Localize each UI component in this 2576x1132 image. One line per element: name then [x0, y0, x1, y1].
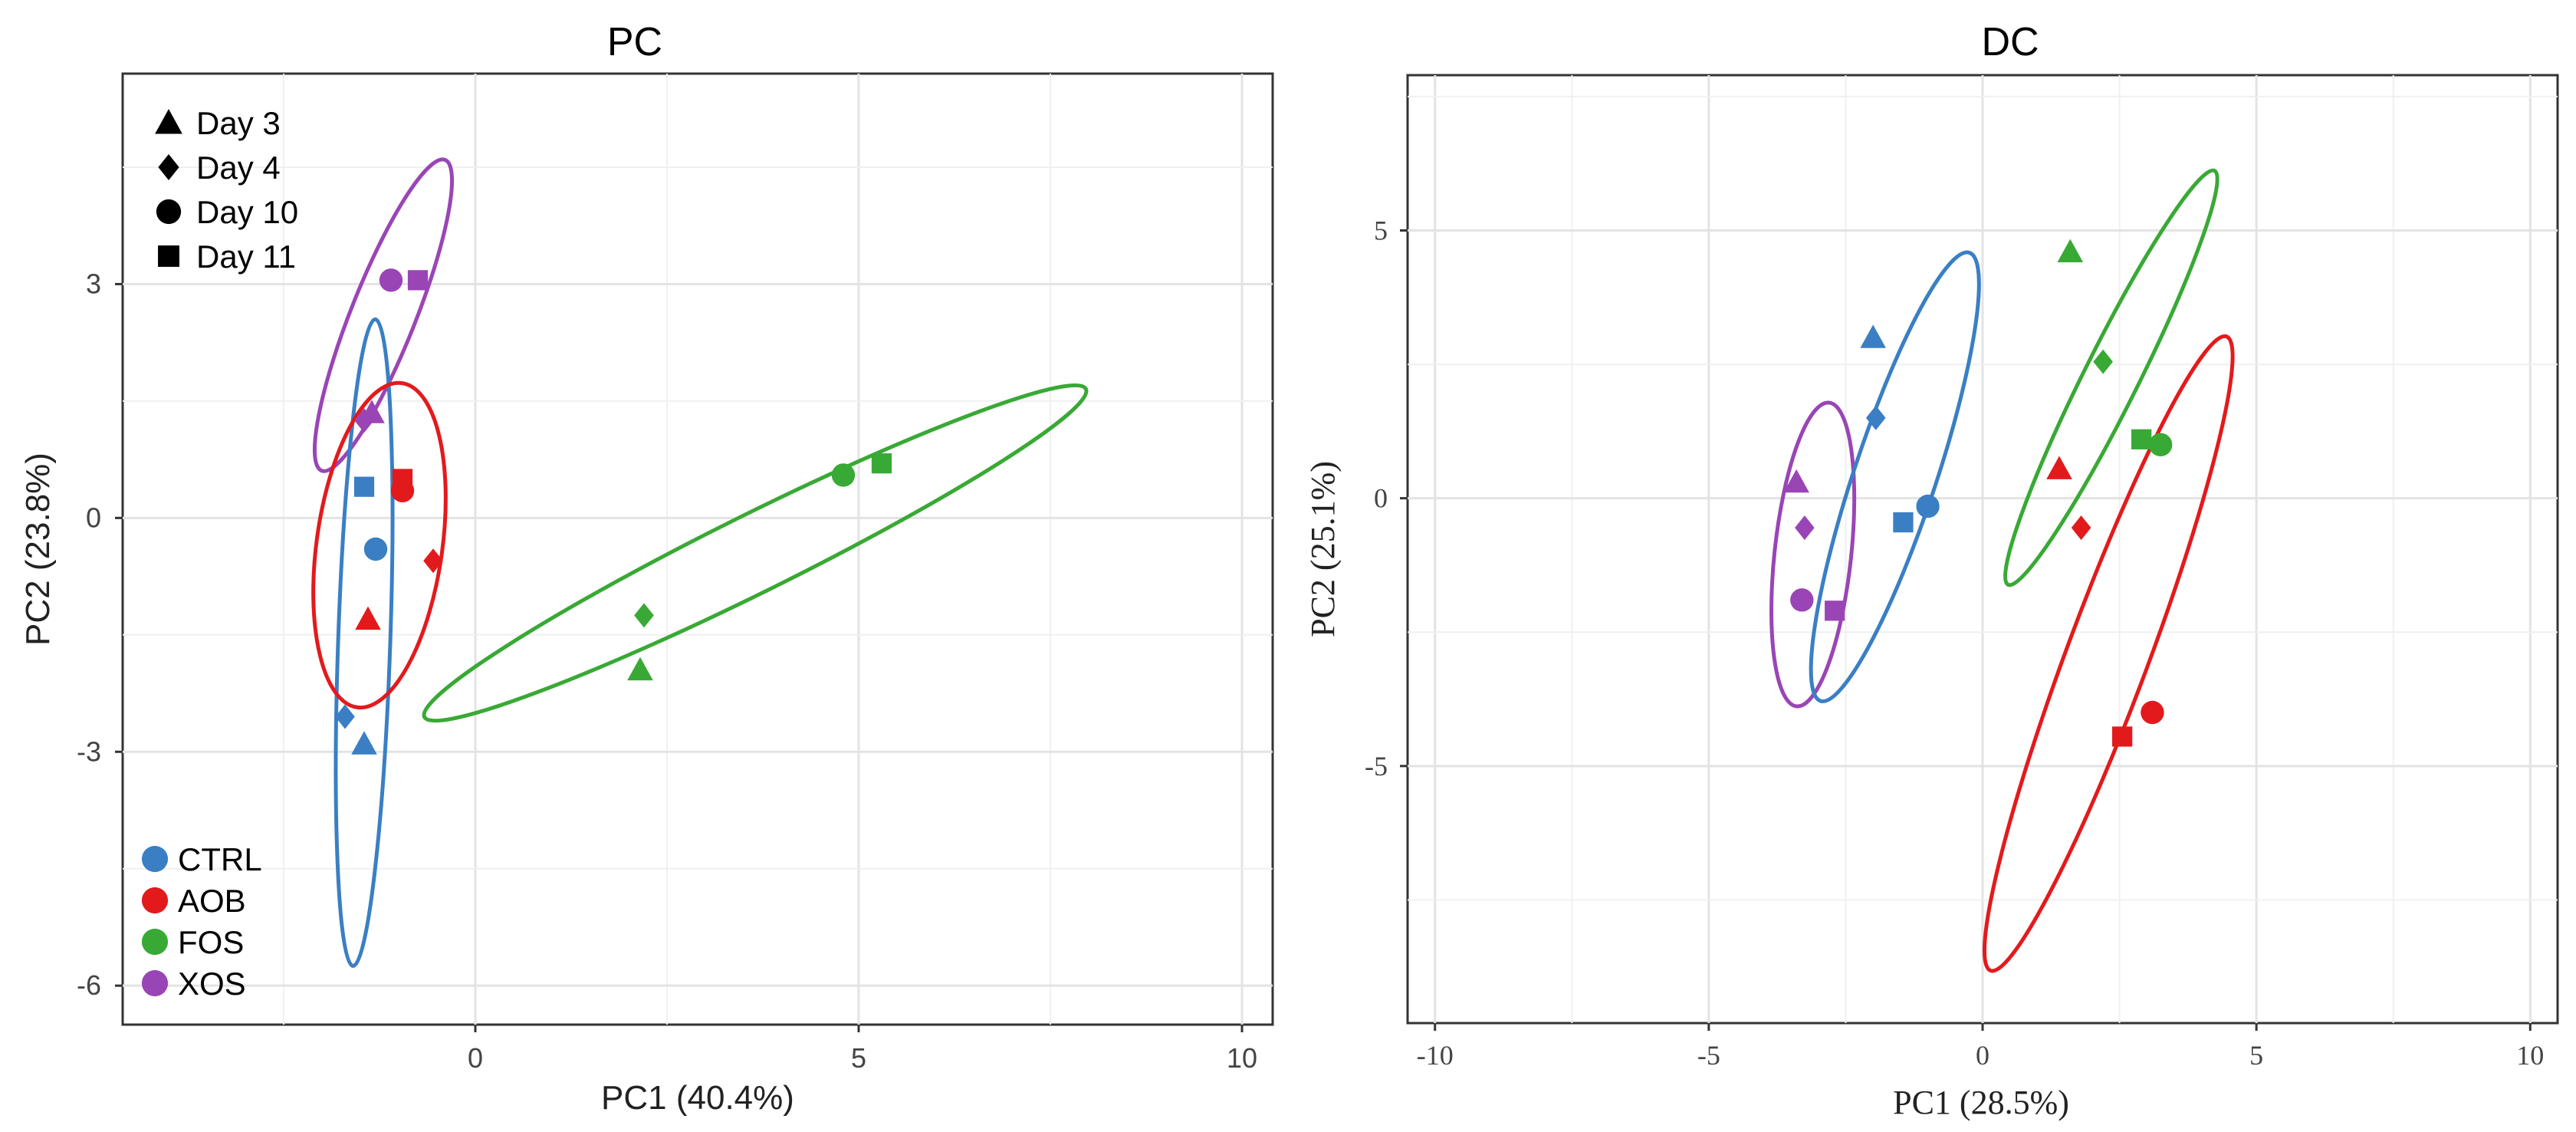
legend-ctrl-dot-icon — [141, 845, 169, 873]
pc-ellipses — [311, 157, 1089, 969]
data-point-xos-day-4 — [1795, 515, 1815, 541]
dc-panel: -10 -5 0 5 10 5 0 -5 DC PC1 (28.5%) PC2 (25.1%) — [1304, 20, 2559, 1121]
x-tick-label: 0 — [1976, 1040, 1990, 1071]
legend-day-label: Day 4 — [196, 150, 281, 186]
pc-tick-labels: 0 5 10 3 0 -3 -6 — [77, 268, 1257, 1074]
pc-title: PC — [607, 20, 662, 64]
pc-x-axis-label: PC1 (40.4%) — [601, 1079, 794, 1117]
x-tick-label: 0 — [468, 1042, 483, 1074]
data-point-xos-day-10 — [1790, 588, 1814, 612]
data-point-ctrl-day-3 — [351, 731, 377, 755]
data-point-fos-day-3 — [627, 656, 653, 681]
xos-confidence-ellipse — [1769, 400, 1857, 709]
aob-confidence-ellipse — [311, 380, 448, 710]
legend-aob-dot-icon — [141, 887, 169, 914]
data-point-xos-day-3 — [359, 400, 385, 423]
ctrl-confidence-ellipse — [334, 317, 395, 969]
dc-gridlines — [1408, 75, 2558, 1023]
y-tick-label: 0 — [86, 502, 101, 533]
legend-diamond-icon — [158, 154, 179, 180]
legend-group-label: XOS — [178, 966, 246, 1002]
dc-y-axis-label: PC2 (25.1%) — [1304, 461, 1342, 637]
data-point-ctrl-day-4 — [335, 704, 355, 729]
data-point-xos-day-10 — [379, 268, 403, 292]
data-point-aob-day-3 — [355, 606, 381, 630]
pc-y-axis-label: PC2 (23.8%) — [19, 452, 57, 646]
dc-title: DC — [1981, 20, 2039, 64]
data-point-aob-day-11 — [2112, 726, 2133, 747]
data-point-ctrl-day-3 — [1860, 324, 1886, 348]
xos-confidence-ellipse — [312, 157, 455, 473]
legend-xos-dot-icon — [141, 969, 169, 997]
data-point-ctrl-day-4 — [1865, 405, 1886, 430]
x-tick-label: -5 — [1697, 1040, 1720, 1071]
x-tick-label: 10 — [2516, 1040, 2544, 1071]
data-point-xos-day-11 — [407, 270, 429, 291]
legend-square-icon — [158, 245, 179, 267]
data-point-fos-day-11 — [871, 453, 892, 474]
data-point-ctrl-day-10 — [363, 537, 388, 561]
data-point-fos-day-3 — [2057, 239, 2084, 263]
fos-confidence-ellipse — [2003, 168, 2220, 587]
legend-day-label: Day 11 — [196, 239, 296, 275]
data-point-fos-day-4 — [634, 603, 654, 628]
data-point-ctrl-day-10 — [1916, 494, 1940, 518]
x-tick-label: -10 — [1417, 1040, 1454, 1071]
y-tick-label: 3 — [86, 268, 101, 299]
legend-day-label: Day 3 — [196, 105, 281, 141]
y-tick-label: 0 — [1374, 483, 1388, 514]
data-point-ctrl-day-11 — [1893, 512, 1914, 533]
fos-confidence-ellipse — [422, 383, 1089, 723]
legend-group-label: CTRL — [178, 841, 262, 877]
data-point-fos-day-4 — [2093, 349, 2113, 374]
day-shape-legend: Day 3 Day 4 Day 10 Day 11 — [155, 105, 298, 275]
legend-group-label: FOS — [178, 924, 244, 960]
pc-panel: 0 5 10 3 0 -3 -6 PC PC1 (40.4%) PC2 (23.8%) Da… — [19, 20, 1274, 1117]
data-point-aob-day-3 — [2046, 456, 2072, 479]
data-point-fos-day-10 — [2148, 433, 2173, 457]
x-tick-label: 5 — [851, 1042, 866, 1074]
dc-ellipses — [1769, 168, 2235, 973]
y-tick-label: -5 — [1365, 751, 1388, 782]
legend-group-label: AOB — [178, 883, 246, 919]
dc-points — [1783, 239, 2173, 747]
dc-tick-labels: -10 -5 0 5 10 5 0 -5 — [1365, 216, 2544, 1071]
data-point-xos-day-11 — [1825, 601, 1845, 621]
ctrl-confidence-ellipse — [1809, 250, 1981, 703]
aob-confidence-ellipse — [1982, 334, 2235, 973]
dc-x-axis-label: PC1 (28.5%) — [1893, 1084, 2069, 1121]
y-tick-label: 5 — [1374, 216, 1388, 246]
pc-points — [335, 268, 892, 755]
legend-triangle-icon — [155, 109, 182, 134]
y-tick-label: -6 — [77, 969, 101, 1001]
data-point-aob-day-11 — [392, 469, 413, 489]
data-point-fos-day-10 — [831, 463, 856, 487]
x-tick-label: 5 — [2249, 1040, 2263, 1071]
data-point-ctrl-day-11 — [353, 476, 375, 497]
data-point-aob-day-4 — [423, 548, 443, 574]
y-tick-label: -3 — [77, 735, 101, 767]
data-point-aob-day-10 — [2141, 700, 2164, 725]
x-tick-label: 10 — [1227, 1042, 1257, 1074]
data-point-xos-day-3 — [1783, 469, 1809, 493]
legend-fos-dot-icon — [141, 928, 169, 956]
data-point-aob-day-4 — [2071, 515, 2091, 541]
legend-day-label: Day 10 — [196, 194, 298, 230]
legend-circle-icon — [156, 199, 182, 225]
group-color-legend: CTRL AOB FOS XOS — [141, 841, 262, 1002]
data-point-fos-day-11 — [2131, 429, 2152, 449]
